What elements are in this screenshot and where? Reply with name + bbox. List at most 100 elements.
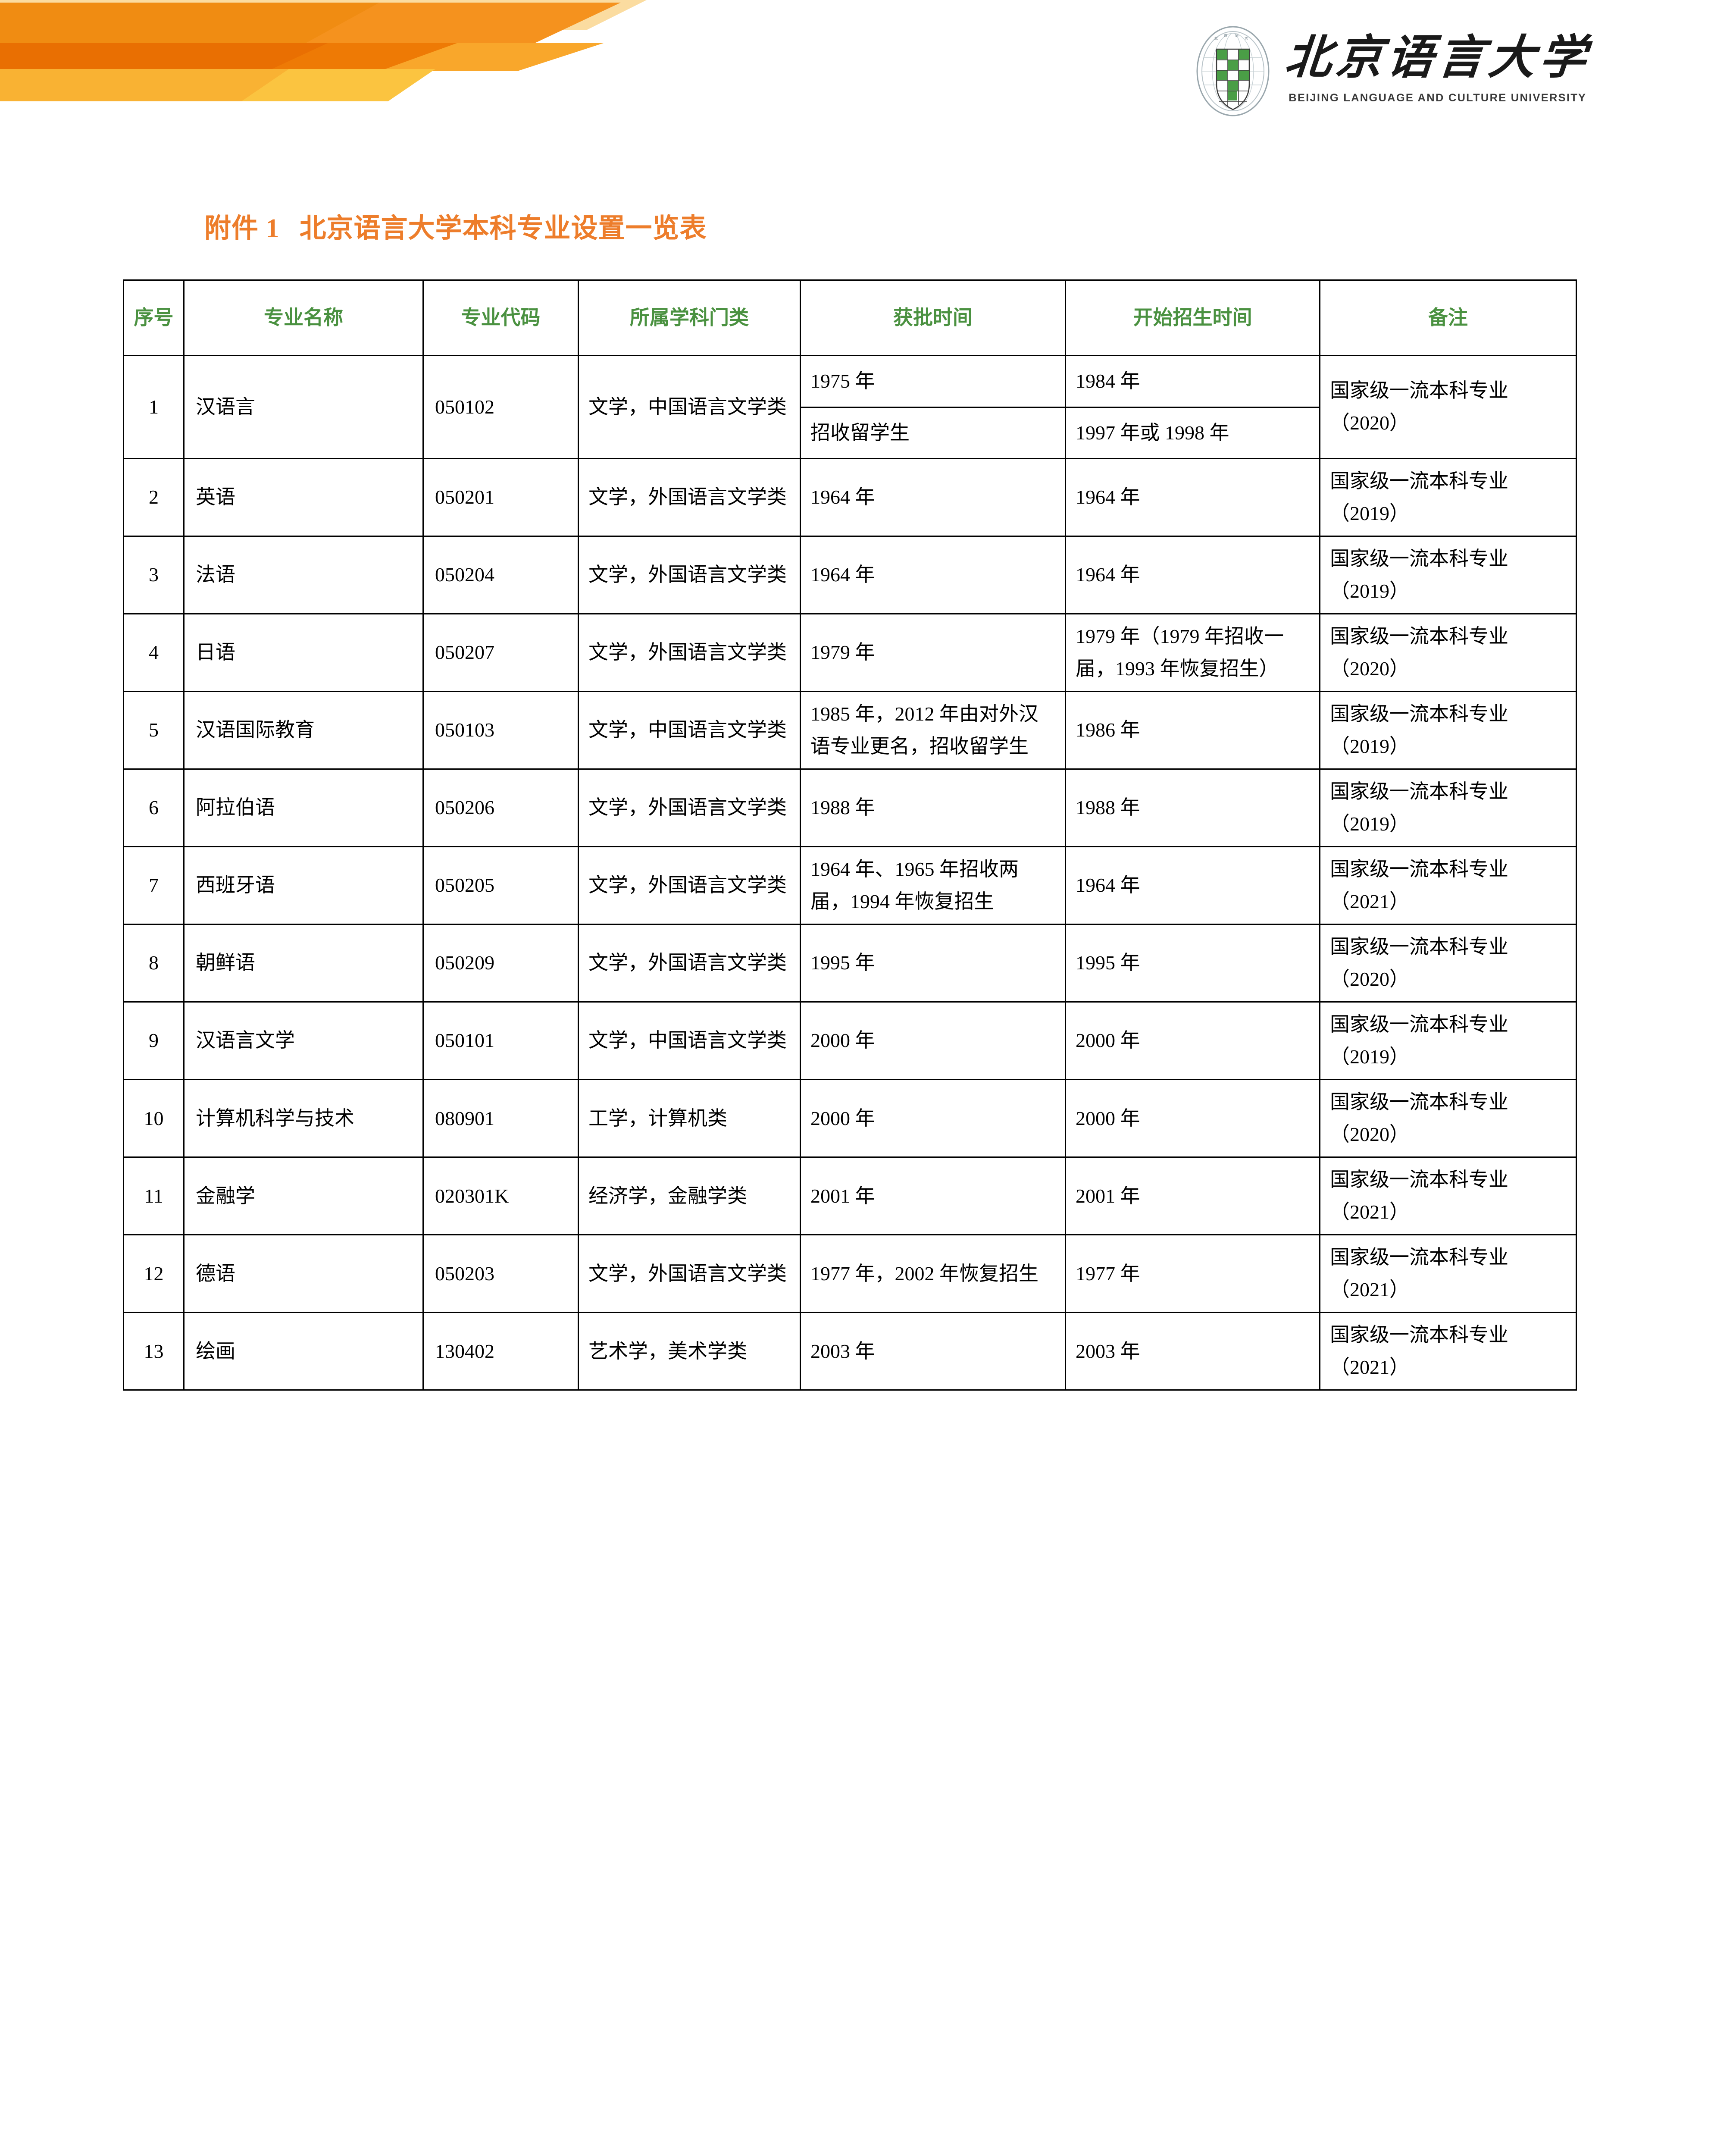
band-pale-top bbox=[0, 0, 647, 30]
cell-approval-time: 1964 年 bbox=[800, 536, 1066, 615]
band-amber-2 bbox=[0, 69, 435, 101]
cell-remark: 国家级一流本科专业（2019） bbox=[1319, 458, 1577, 537]
cell-discipline: 工学，计算机类 bbox=[578, 1079, 801, 1158]
cell-remark: 国家级一流本科专业（2019） bbox=[1319, 768, 1577, 848]
table-header-row: 序号 专业名称 专业代码 所属学科门类 获批时间 开始招生时间 备注 bbox=[123, 279, 1577, 356]
svg-text:京: 京 bbox=[1224, 33, 1228, 38]
cell-discipline: 经济学，金融学类 bbox=[578, 1156, 801, 1236]
cell-remark: 国家级一流本科专业（2021） bbox=[1319, 1312, 1577, 1391]
cell-remark: 国家级一流本科专业（2021） bbox=[1319, 1156, 1577, 1236]
cell-major-name: 英语 bbox=[183, 458, 424, 537]
decorative-band-top-svg bbox=[0, 0, 647, 101]
cell-approval-time: 1979 年 bbox=[800, 613, 1066, 693]
cell-major-name: 法语 bbox=[183, 536, 424, 615]
column-header-code: 专业代码 bbox=[422, 279, 579, 356]
cell-major-code: 130402 bbox=[422, 1312, 579, 1391]
cell-seq: 6 bbox=[123, 768, 185, 848]
cell-discipline: 艺术学，美术学类 bbox=[578, 1312, 801, 1391]
cell-enrollment-time-part: 1997 年或 1998 年 bbox=[1076, 421, 1229, 444]
cell-seq: 1 bbox=[123, 355, 185, 459]
university-name-cn: 北京语言大学 bbox=[1282, 32, 1593, 84]
table-row: 6 阿拉伯语 050206 文学，外国语言文学类 1988 年 1988 年国家级一流本科… bbox=[123, 768, 1577, 848]
cell-discipline: 文学，中国语言文学类 bbox=[578, 691, 801, 770]
cell-major-code: 020301K bbox=[422, 1156, 579, 1236]
cell-seq: 3 bbox=[123, 536, 185, 615]
column-header-name: 专业名称 bbox=[183, 279, 424, 356]
cell-major-name: 汉语言文学 bbox=[183, 1001, 424, 1081]
university-emblem-icon: 北 京 语言 bbox=[1196, 26, 1270, 116]
cell-remark: 国家级一流本科专业（2020） bbox=[1319, 613, 1577, 693]
column-header-appr: 获批时间 bbox=[800, 279, 1066, 356]
cell-seq: 2 bbox=[123, 458, 185, 537]
svg-text:言: 言 bbox=[1245, 36, 1248, 41]
cell-remark: 国家级一流本科专业（2020） bbox=[1319, 1079, 1577, 1158]
band-dark-1 bbox=[0, 43, 457, 71]
cell-approval-time: 2000 年 bbox=[800, 1079, 1066, 1158]
cell-approval-time: 1985 年，2012 年由对外汉语专业更名，招收留学生 bbox=[800, 691, 1066, 770]
cell-remark: 国家级一流本科专业（2021） bbox=[1319, 846, 1577, 925]
cell-major-code: 050205 bbox=[422, 846, 579, 925]
cell-remark: 国家级一流本科专业（2019） bbox=[1319, 691, 1577, 770]
band-amber-1 bbox=[0, 43, 604, 71]
cell-approval-time: 2001 年 bbox=[800, 1156, 1066, 1236]
table-subrow: 1997 年或 1998 年 bbox=[1066, 407, 1319, 458]
cell-discipline: 文学，中国语言文学类 bbox=[578, 1001, 801, 1081]
cell-enrollment-time: 2003 年 bbox=[1065, 1312, 1320, 1391]
undergraduate-majors-table: 序号 专业名称 专业代码 所属学科门类 获批时间 开始招生时间 备注 1 汉语言 0… bbox=[123, 279, 1577, 1391]
cell-enrollment-time: 1986 年 bbox=[1065, 691, 1320, 770]
cell-approval-time: 2000 年 bbox=[800, 1001, 1066, 1081]
column-header-enrol: 开始招生时间 bbox=[1065, 279, 1320, 356]
page-header: 北 京 语言 北京语言大学 BEIJING LANGUAGE AND CULTUR… bbox=[1192, 25, 1593, 118]
cell-remark: 国家级一流本科专业（2020） bbox=[1319, 924, 1577, 1003]
table-row: 5 汉语国际教育 050103 文学，中国语言文学类 1985 年，2012 年由对外汉… bbox=[123, 691, 1577, 770]
table-row: 3 法语 050204 文学，外国语言文学类 1964 年 1964 年国家级一流本科专业… bbox=[123, 536, 1577, 615]
cell-enrollment-time: 1964 年 bbox=[1065, 458, 1320, 537]
cell-discipline: 文学，外国语言文学类 bbox=[578, 924, 801, 1003]
decorative-band-top bbox=[0, 0, 647, 101]
cell-major-name: 金融学 bbox=[183, 1156, 424, 1236]
cell-seq: 10 bbox=[123, 1079, 185, 1158]
table-subrow: 1975 年 bbox=[801, 356, 1065, 408]
table-row: 1 汉语言 050102 文学，中国语言文学类 1975 年招收留学生 1984 年 199… bbox=[123, 355, 1577, 459]
cell-remark: 国家级一流本科专业（2019） bbox=[1319, 536, 1577, 615]
cell-seq: 12 bbox=[123, 1234, 185, 1313]
cell-major-code: 050203 bbox=[422, 1234, 579, 1313]
cell-enrollment-time: 1977 年 bbox=[1065, 1234, 1320, 1313]
cell-enrollment-time: 1995 年 bbox=[1065, 924, 1320, 1003]
svg-text:语: 语 bbox=[1235, 33, 1239, 38]
cell-enrollment-time: 2000 年 bbox=[1065, 1001, 1320, 1081]
cell-discipline: 文学，外国语言文学类 bbox=[578, 536, 801, 615]
cell-seq: 8 bbox=[123, 924, 185, 1003]
table-row: 13 绘画 130402 艺术学，美术学类 2003 年 2003 年国家级一流本科专业（… bbox=[123, 1312, 1577, 1391]
university-name-en: BEIJING LANGUAGE AND CULTURE UNIVERSITY bbox=[1289, 92, 1587, 104]
cell-enrollment-time: 1979 年（1979 年招收一届，1993 年恢复招生） bbox=[1065, 613, 1320, 693]
cell-discipline: 文学，中国语言文学类 bbox=[578, 355, 801, 459]
cell-enrollment-time-part: 1984 年 bbox=[1066, 356, 1319, 408]
university-wordmark: 北京语言大学 BEIJING LANGUAGE AND CULTURE UNIV… bbox=[1282, 25, 1593, 104]
band-dark-2 bbox=[0, 43, 328, 71]
column-header-disc: 所属学科门类 bbox=[578, 279, 801, 356]
cell-seq: 11 bbox=[123, 1156, 185, 1236]
cell-seq: 5 bbox=[123, 691, 185, 770]
cell-discipline: 文学，外国语言文学类 bbox=[578, 768, 801, 848]
cell-major-code: 050206 bbox=[422, 768, 579, 848]
cell-discipline: 文学，外国语言文学类 bbox=[578, 613, 801, 693]
cell-approval-time-part: 招收留学生 bbox=[810, 421, 910, 444]
cell-remark: 国家级一流本科专业（2021） bbox=[1319, 1234, 1577, 1313]
attachment-title-prefix: 附件 1 bbox=[204, 214, 280, 243]
cell-major-name: 计算机科学与技术 bbox=[183, 1079, 424, 1158]
cell-enrollment-time: 2001 年 bbox=[1065, 1156, 1320, 1236]
cell-approval-time: 1977 年，2002 年恢复招生 bbox=[800, 1234, 1066, 1313]
table-row: 4 日语 050207 文学，外国语言文学类 1979 年 1979 年（1979 年招收… bbox=[123, 613, 1577, 693]
attachment-title-text: 北京语言大学本科专业设置一览表 bbox=[299, 214, 707, 243]
cell-major-code: 050207 bbox=[422, 613, 579, 693]
table-row: 7 西班牙语 050205 文学，外国语言文学类 1964 年、1965 年招收两届，1… bbox=[123, 846, 1577, 925]
cell-seq: 7 bbox=[123, 846, 185, 925]
cell-enrollment-time: 1984 年 1997 年或 1998 年 bbox=[1065, 355, 1320, 459]
cell-major-name: 德语 bbox=[183, 1234, 424, 1313]
band-orange-1 bbox=[0, 3, 621, 45]
band-orange-2 bbox=[0, 3, 379, 45]
cell-major-code: 050201 bbox=[422, 458, 579, 537]
cell-major-name: 汉语言 bbox=[183, 355, 424, 459]
cell-major-name: 西班牙语 bbox=[183, 846, 424, 925]
